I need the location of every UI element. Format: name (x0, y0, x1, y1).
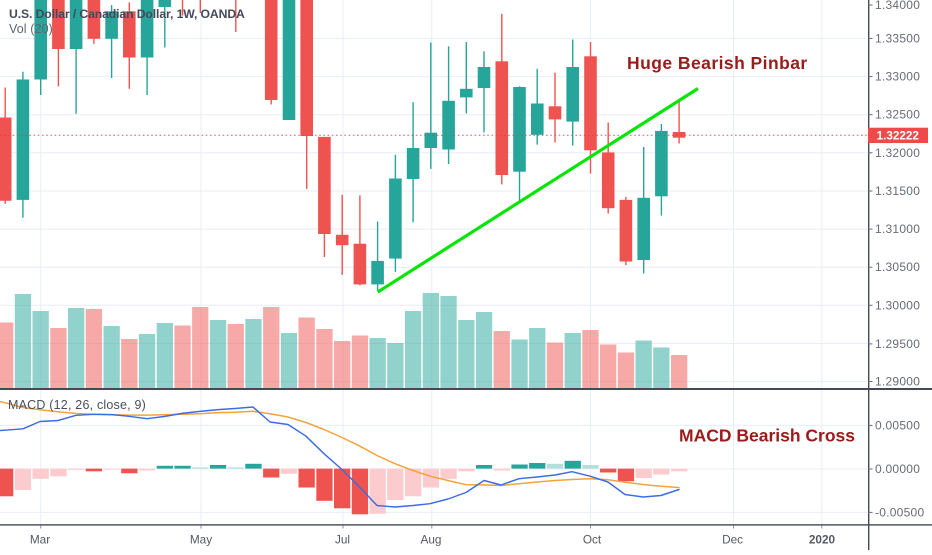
svg-text:Dec: Dec (722, 533, 743, 547)
svg-text:MACD Bearish Cross: MACD Bearish Cross (679, 426, 855, 446)
svg-text:May: May (190, 533, 212, 547)
svg-text:Vol (20): Vol (20) (9, 22, 53, 36)
svg-text:Huge Bearish Pinbar: Huge Bearish Pinbar (627, 53, 808, 73)
svg-text:1.32222: 1.32222 (877, 129, 920, 142)
svg-text:1.34000: 1.34000 (875, 0, 920, 12)
svg-text:1.32500: 1.32500 (875, 108, 920, 122)
svg-text:Mar: Mar (30, 533, 50, 547)
svg-text:Jul: Jul (335, 533, 350, 547)
svg-text:Oct: Oct (583, 533, 602, 547)
svg-text:1.30000: 1.30000 (875, 298, 920, 312)
svg-text:1.30500: 1.30500 (875, 260, 920, 274)
svg-text:Aug: Aug (421, 533, 442, 547)
svg-text:0.00500: 0.00500 (875, 418, 920, 432)
svg-text:1.31500: 1.31500 (875, 184, 920, 198)
svg-text:1.32000: 1.32000 (875, 146, 920, 160)
svg-text:U.S. Dollar / Canadian Dollar,: U.S. Dollar / Canadian Dollar, 1W, OANDA (9, 7, 245, 21)
svg-text:-0.00500: -0.00500 (875, 505, 924, 519)
svg-text:2020: 2020 (809, 533, 836, 547)
svg-text:1.29500: 1.29500 (875, 337, 920, 351)
svg-text:1.33500: 1.33500 (875, 31, 920, 45)
svg-text:0.00000: 0.00000 (875, 462, 920, 476)
svg-text:1.31000: 1.31000 (875, 222, 920, 236)
svg-text:MACD (12, 26, close, 9): MACD (12, 26, close, 9) (8, 398, 146, 412)
svg-text:1.33000: 1.33000 (875, 70, 920, 84)
svg-text:1.29000: 1.29000 (875, 375, 920, 389)
